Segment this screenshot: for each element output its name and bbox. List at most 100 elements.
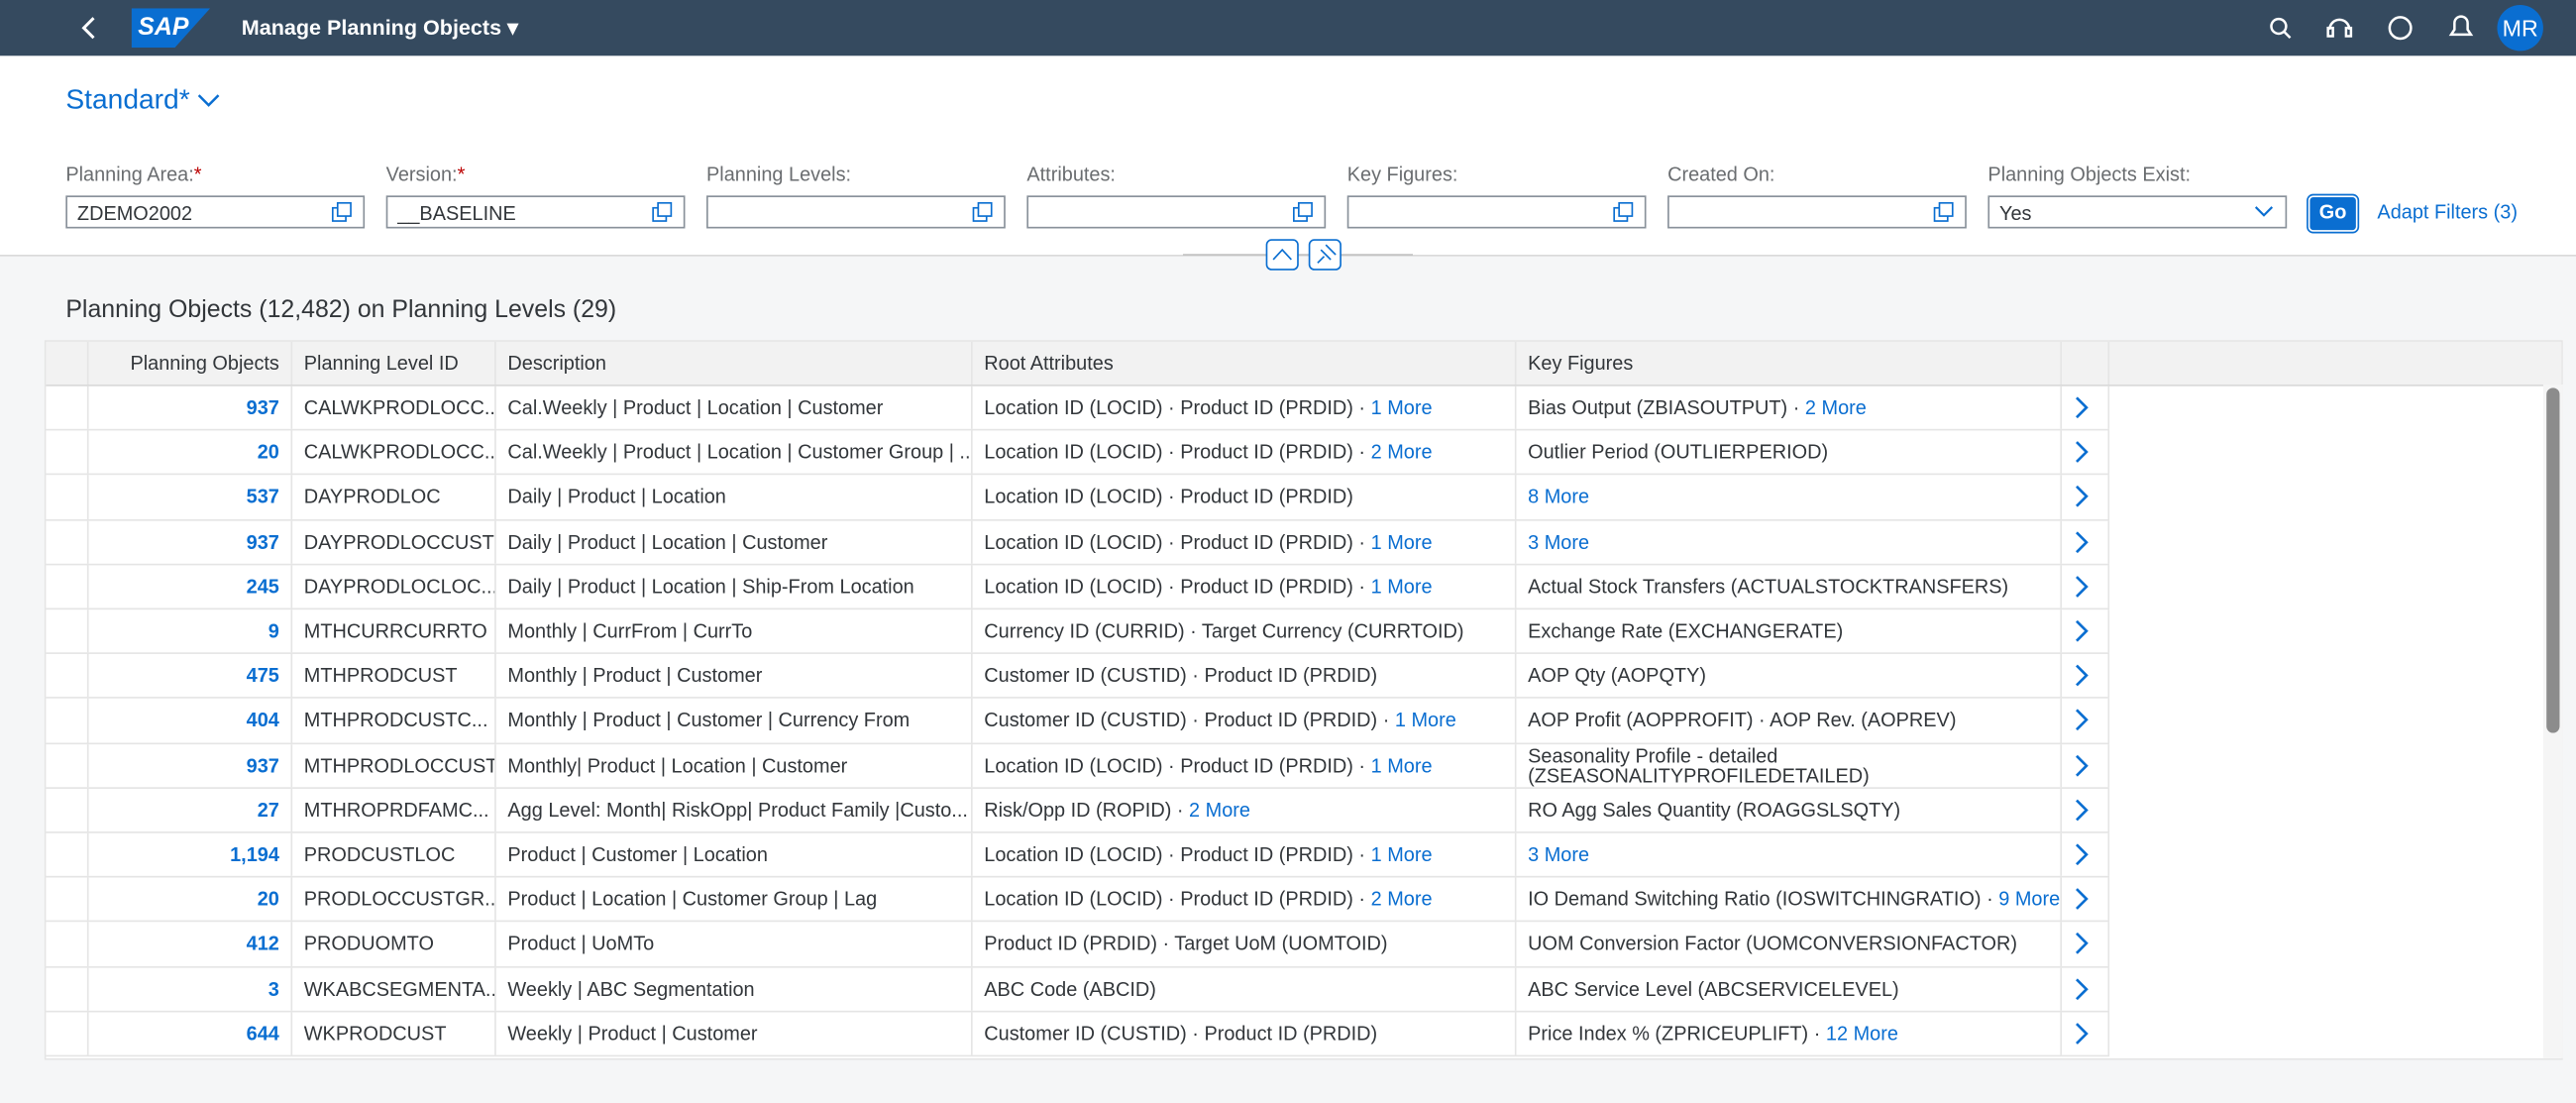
value-help-icon[interactable] (1291, 200, 1314, 223)
dropdown-icon[interactable] (2252, 200, 2275, 223)
navigation-arrow[interactable] (2074, 754, 2091, 777)
value-help-icon[interactable] (330, 200, 353, 223)
value-help-icon[interactable] (1932, 200, 1955, 223)
key-figures-content: Price Index % (ZPRICEUPLIFT) · 12 More (1528, 1022, 1898, 1045)
more-link[interactable]: 9 More (1998, 887, 2061, 912)
navigation-cell (2062, 430, 2110, 475)
app-title[interactable]: Manage Planning Objects ▾ (241, 14, 518, 40)
navigation-arrow[interactable] (2074, 619, 2091, 642)
navigation-arrow[interactable] (2074, 888, 2091, 911)
navigation-arrow[interactable] (2074, 530, 2091, 553)
object-count: 644 (246, 1022, 279, 1046)
planning-level-id: CALWKPRODLOCC... (303, 395, 496, 419)
table-row[interactable]: 1,194 PRODCUSTLOC Product | Customer | Loc… (46, 832, 2110, 878)
select-cell (46, 519, 89, 564)
root-attributes-content: Customer ID (CUSTID) · Product ID (PRDID… (984, 1022, 1377, 1045)
more-link[interactable]: 8 More (1528, 485, 1590, 509)
id-cell: MTHPRODCUST (292, 654, 496, 698)
navigation-cell (2062, 877, 2110, 922)
planning-level-id: PRODUOMTO (303, 933, 434, 956)
more-link[interactable]: 2 More (1189, 798, 1250, 822)
filter-input[interactable] (1026, 195, 1327, 229)
variant-selector[interactable]: Standard* (65, 84, 221, 117)
help-icon[interactable] (2388, 16, 2413, 41)
go-button[interactable]: Go (2307, 193, 2360, 234)
navigation-cell (2062, 743, 2110, 787)
value-help-icon[interactable] (651, 200, 674, 223)
table-row[interactable]: 537 DAYPRODLOC Daily | Product | Location L… (46, 475, 2110, 520)
planning-level-id: WKABCSEGMENTA... (303, 977, 496, 1001)
value-help-icon[interactable] (1612, 200, 1635, 223)
filter-input[interactable]: __BASELINE (385, 195, 686, 229)
avatar[interactable]: MR (2497, 4, 2543, 52)
more-link[interactable]: 1 More (1370, 575, 1433, 599)
table-row[interactable]: 937 MTHPRODLOCCUST Monthly| Product | Loca… (46, 743, 2110, 789)
navigation-arrow[interactable] (2074, 575, 2091, 598)
filter-input[interactable] (1667, 195, 1967, 229)
filter: Planning Area:* ZDEMO2002 (65, 163, 366, 229)
object-count: 937 (246, 530, 279, 554)
navigation-arrow[interactable] (2074, 977, 2091, 1000)
table-row[interactable]: 412 PRODUOMTO Product | UoMTo Product ID (P… (46, 922, 2110, 967)
table-row[interactable]: 644 WKPRODCUST Weekly | Product | Customer… (46, 1012, 2110, 1057)
table-row[interactable]: 475 MTHPRODCUST Monthly | Product | Custom… (46, 654, 2110, 700)
select-cell (46, 877, 89, 922)
scroll-thumb[interactable] (2546, 387, 2560, 733)
key-figures: AOP Qty (AOPQTY) (1528, 664, 1706, 688)
more-link[interactable]: 1 More (1370, 395, 1433, 419)
filter: Planning Levels: (706, 163, 1006, 229)
navigation-arrow[interactable] (2074, 843, 2091, 866)
collapse-button[interactable] (1265, 239, 1299, 271)
navigation-arrow[interactable] (2074, 664, 2091, 687)
navigation-arrow[interactable] (2074, 709, 2091, 731)
more-link[interactable]: 12 More (1825, 1022, 1898, 1046)
table-row[interactable]: 9 MTHCURRCURRTO Monthly | CurrFrom | CurrT… (46, 609, 2110, 655)
adapt-filters[interactable]: Adapt Filters (3) (2377, 200, 2518, 224)
navigation-arrow[interactable] (2074, 441, 2091, 464)
more-link[interactable]: 1 More (1394, 709, 1456, 732)
table-row[interactable]: 27 MTHROPRDFAMC... Agg Level: Month| RiskO… (46, 788, 2110, 833)
navigation-arrow[interactable] (2074, 799, 2091, 822)
navigation-arrow[interactable] (2074, 1022, 2091, 1045)
filter-input[interactable] (706, 195, 1006, 229)
table-row[interactable]: 20 CALWKPRODLOCC... Cal.Weekly | Product |… (46, 430, 2110, 476)
more-link[interactable]: 3 More (1528, 842, 1590, 867)
logo[interactable]: SAP (131, 8, 211, 49)
more-link[interactable]: 2 More (1370, 440, 1433, 465)
separator: · (1358, 887, 1366, 912)
support-icon[interactable] (2328, 18, 2351, 30)
collapse-controls (1182, 239, 1414, 271)
table-row[interactable]: 937 CALWKPRODLOCC... Cal.Weekly | Product … (46, 386, 2110, 431)
filter-input[interactable]: ZDEMO2002 (65, 195, 366, 229)
table-row[interactable]: 20 PRODLOCCUSTGR... Product | Location | C… (46, 877, 2110, 923)
navigation-arrow[interactable] (2074, 396, 2091, 419)
notifications-icon[interactable] (2448, 15, 2474, 37)
more-link[interactable]: 1 More (1370, 530, 1433, 554)
more-link[interactable]: 3 More (1528, 530, 1590, 554)
filter-input[interactable] (1346, 195, 1647, 229)
key-figures-content: RO Agg Sales Quantity (ROAGGSLSQTY) (1528, 799, 1900, 822)
more-link[interactable]: 1 More (1370, 753, 1433, 777)
root-attributes-content: Customer ID (CUSTID) · Product ID (PRDID… (984, 664, 1377, 687)
filter: Key Figures: (1346, 163, 1647, 229)
navigation-arrow[interactable] (2074, 486, 2091, 508)
back-button[interactable] (79, 17, 99, 40)
value-help-icon[interactable] (971, 200, 994, 223)
description-cell: Daily | Product | Location | Ship-From L… (496, 565, 973, 608)
description-cell: Monthly | Product | Customer (496, 654, 973, 698)
table-row[interactable]: 245 DAYPRODLOCLOC... Daily | Product | Loc… (46, 565, 2110, 610)
key-figures-cell: AOP Qty (AOPQTY) (1517, 654, 2063, 698)
root-attributes-cell: Customer ID (CUSTID) · Product ID (PRDID… (973, 699, 1517, 742)
more-link[interactable]: 2 More (1804, 395, 1867, 419)
table-row[interactable]: 404 MTHPRODCUSTC... Monthly | Product | Cu… (46, 699, 2110, 744)
search-icon[interactable] (2270, 17, 2288, 36)
more-link[interactable]: 1 More (1370, 842, 1433, 867)
filter-input[interactable]: Yes (1987, 195, 2288, 229)
id-cell: MTHROPRDFAMC... (292, 788, 496, 832)
key-figures: Bias Output (ZBIASOUTPUT) (1528, 395, 1788, 419)
scrollbar[interactable] (2542, 385, 2563, 1058)
table-row[interactable]: 937 DAYPRODLOCCUST Daily | Product | Locat… (46, 519, 2110, 566)
table-row[interactable]: 3 WKABCSEGMENTA... Weekly | ABC Segmentati… (46, 967, 2110, 1013)
more-link[interactable]: 2 More (1370, 887, 1433, 912)
navigation-arrow[interactable] (2074, 933, 2091, 955)
